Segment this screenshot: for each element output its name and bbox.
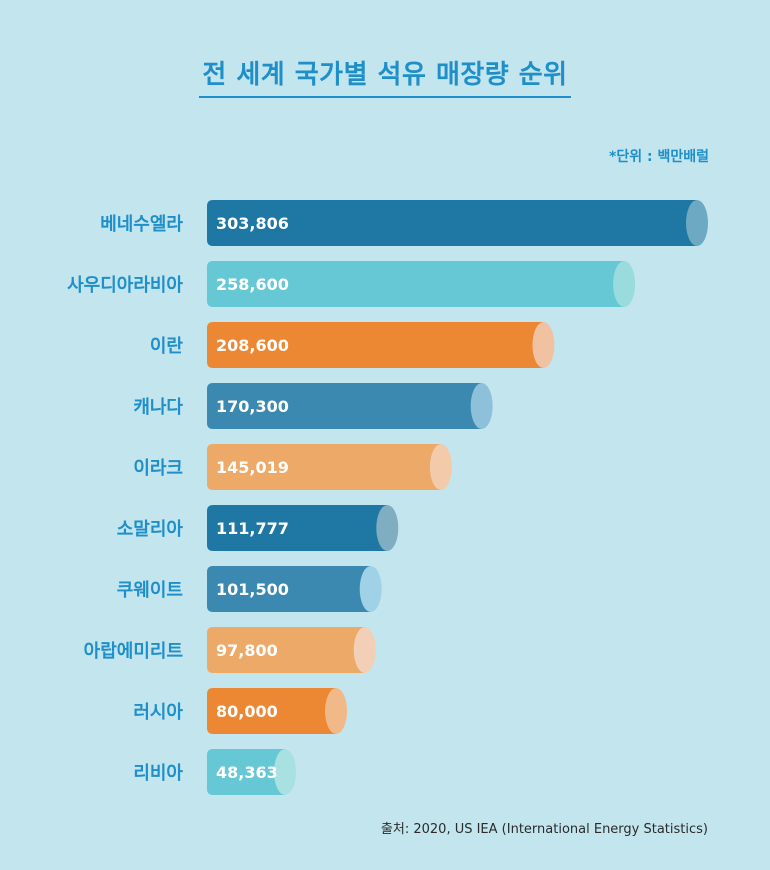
value-label: 145,019 bbox=[216, 458, 289, 477]
category-label: 아랍에미리트 bbox=[84, 641, 183, 662]
bar-cap bbox=[274, 749, 297, 795]
value-label: 97,800 bbox=[216, 641, 278, 660]
value-label: 111,777 bbox=[216, 519, 289, 538]
bar-row-2: 이란 208,600 bbox=[150, 322, 555, 368]
bar-cap bbox=[613, 261, 636, 307]
bar-cap bbox=[429, 444, 452, 490]
bar bbox=[207, 444, 441, 490]
bar-row-0: 베네수엘라 303,806 bbox=[100, 200, 708, 246]
source-note: 출처: 2020, US IEA (International Energy S… bbox=[380, 822, 708, 837]
bar bbox=[207, 566, 371, 612]
unit-label: *단위 : 백만배럴 bbox=[609, 149, 709, 165]
bar-cap bbox=[353, 627, 376, 673]
bar-cap bbox=[532, 322, 555, 368]
value-label: 170,300 bbox=[216, 397, 289, 416]
value-label: 258,600 bbox=[216, 275, 289, 294]
bar bbox=[207, 688, 337, 734]
category-label: 캐나다 bbox=[133, 397, 183, 418]
bar-row-1: 사우디아라비아 258,600 bbox=[67, 261, 636, 307]
bar-row-4: 이라크 145,019 bbox=[133, 444, 452, 490]
bar-row-6: 쿠웨이트 101,500 bbox=[117, 566, 382, 612]
bar-cap bbox=[359, 566, 382, 612]
bar-cap bbox=[470, 383, 493, 429]
bar-cap bbox=[325, 688, 348, 734]
category-label: 사우디아라비아 bbox=[67, 275, 183, 296]
value-label: 48,363 bbox=[216, 763, 278, 782]
bar bbox=[207, 261, 625, 307]
title-underline bbox=[199, 96, 571, 98]
value-label: 208,600 bbox=[216, 336, 289, 355]
bar bbox=[207, 383, 482, 429]
bar-row-9: 리비아 48,363 bbox=[133, 749, 297, 795]
bar bbox=[207, 322, 544, 368]
bar bbox=[207, 627, 365, 673]
bar-cap bbox=[686, 200, 708, 246]
bar bbox=[207, 749, 286, 795]
category-label: 베네수엘라 bbox=[100, 214, 183, 235]
chart-title: 전 세계 국가별 석유 매장량 순위 bbox=[202, 60, 568, 90]
value-label: 303,806 bbox=[216, 214, 289, 233]
bar-row-8: 러시아 80,000 bbox=[133, 688, 348, 734]
bar bbox=[207, 200, 697, 246]
category-label: 러시아 bbox=[133, 702, 183, 723]
category-label: 쿠웨이트 bbox=[117, 580, 183, 601]
category-label: 소말리아 bbox=[117, 519, 184, 540]
category-label: 이라크 bbox=[133, 458, 183, 479]
bar-cap bbox=[376, 505, 399, 551]
value-label: 80,000 bbox=[216, 702, 278, 721]
bar bbox=[207, 505, 388, 551]
value-label: 101,500 bbox=[216, 580, 289, 599]
bar-row-5: 소말리아 111,777 bbox=[117, 505, 399, 551]
bar-row-7: 아랍에미리트 97,800 bbox=[84, 627, 376, 673]
bar-row-3: 캐나다 170,300 bbox=[133, 383, 493, 429]
category-label: 리비아 bbox=[133, 763, 183, 784]
category-label: 이란 bbox=[150, 336, 184, 357]
